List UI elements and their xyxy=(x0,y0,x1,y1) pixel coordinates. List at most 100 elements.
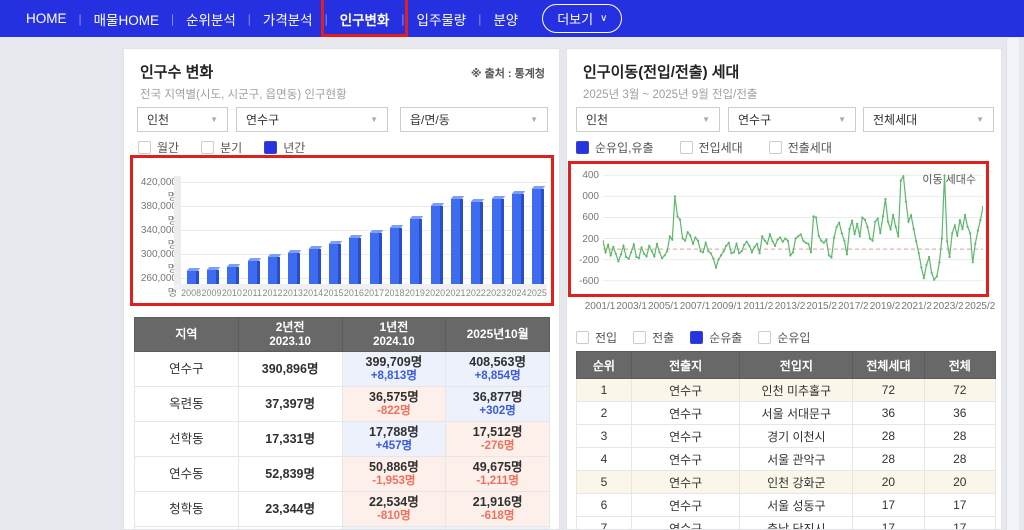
nav-item-가격분석[interactable]: 가격분석 xyxy=(262,12,313,28)
data-point-marker xyxy=(894,225,897,228)
gridline xyxy=(181,182,547,183)
data-point-marker xyxy=(661,257,664,260)
x-tick-label: 2013/2 xyxy=(774,301,806,312)
households-cell: 28 xyxy=(852,424,925,448)
data-point-marker xyxy=(866,225,869,228)
x-tick-label: 2020 xyxy=(425,288,446,298)
region-cell: 옥련동 xyxy=(134,386,239,422)
left-dong-select[interactable]: 읍/면/동 ▼ xyxy=(400,107,548,132)
households-cell: 17 xyxy=(852,516,925,529)
data-point-marker xyxy=(943,174,946,177)
data-point-marker xyxy=(848,228,851,231)
data-point-marker xyxy=(691,242,694,245)
two-years-ago-cell: 17,331명 xyxy=(237,421,343,457)
column-header: 전체세대 xyxy=(852,351,925,379)
data-point-marker xyxy=(933,278,936,281)
gridline xyxy=(181,230,547,231)
period-checkbox-년간[interactable]: 년간 xyxy=(264,139,305,156)
scrollbar[interactable] xyxy=(1006,38,1019,530)
left-sido-select[interactable]: 인천 ▼ xyxy=(137,107,228,132)
nav-item-매물HOME[interactable]: 매물HOME xyxy=(93,12,159,28)
total-cell: 36 xyxy=(923,401,997,425)
data-point-marker xyxy=(702,251,705,254)
value: 37,397명 xyxy=(265,396,315,411)
period-checkbox-월간[interactable]: 월간 xyxy=(138,139,179,156)
flow-checkbox-순유입[interactable]: 순유입 xyxy=(758,329,810,346)
x-tick-label: 2024 xyxy=(506,288,527,298)
period-checkbox-분기[interactable]: 분기 xyxy=(201,139,242,156)
flow-checkbox-순유출[interactable]: 순유출 xyxy=(690,329,742,346)
data-point-marker xyxy=(663,254,666,257)
destination-cell: 서울 관악구 xyxy=(739,447,854,471)
table-row: 3 연수구 경기 이천시 28 28 xyxy=(576,424,997,448)
data-point-marker xyxy=(781,240,784,243)
origin-cell: 연수구 xyxy=(630,378,741,402)
more-button[interactable]: 더보기 ∨ xyxy=(542,4,623,33)
column-header: 전입지 xyxy=(739,351,854,379)
nav-item-HOME[interactable]: HOME xyxy=(26,11,67,26)
nav-item-순위분석[interactable]: 순위분석 xyxy=(186,12,236,28)
series-checkbox-순유입,유출[interactable]: 순유입,유출 xyxy=(576,139,654,156)
data-point-marker xyxy=(889,228,892,231)
nav-item-분양[interactable]: 분양 xyxy=(493,12,519,28)
data-point-marker xyxy=(743,243,746,246)
flow-checkbox-전출[interactable]: 전출 xyxy=(633,329,674,346)
data-point-marker xyxy=(922,277,925,280)
data-point-marker xyxy=(632,243,635,246)
right-sido-select[interactable]: 인천 ▼ xyxy=(576,107,720,132)
annotation-box xyxy=(320,0,409,37)
current-month-cell: 36,877명 +302명 xyxy=(445,386,550,422)
checkbox-label: 년간 xyxy=(283,141,306,155)
delta: +8,813명 xyxy=(370,369,417,382)
checkbox-label: 전입세대 xyxy=(698,141,743,155)
data-point-marker xyxy=(766,242,769,245)
data-point-marker xyxy=(845,253,848,256)
left-sigungu-select[interactable]: 연수구 ▼ xyxy=(236,107,388,132)
column-header: 순위 xyxy=(576,351,632,379)
data-point-marker xyxy=(935,275,938,278)
y-tick-label: 420,000명 xyxy=(140,177,177,203)
data-point-marker xyxy=(645,255,648,258)
data-point-marker xyxy=(804,241,807,244)
data-point-marker xyxy=(678,218,682,221)
data-point-marker xyxy=(668,235,671,238)
nav-item-입주물량[interactable]: 입주물량 xyxy=(416,12,467,28)
data-point-marker xyxy=(876,217,879,220)
data-point-marker xyxy=(622,244,625,247)
x-tick-label: 2019/2 xyxy=(869,301,901,312)
nav-separator: | xyxy=(78,11,82,26)
x-tick-label: 2001/1 xyxy=(584,301,616,312)
data-point-marker xyxy=(892,213,895,216)
region-cell: 선학동 xyxy=(134,421,239,457)
origin-cell: 연수구 xyxy=(630,447,741,471)
x-tick-label: 2019 xyxy=(404,288,425,298)
data-point-marker xyxy=(953,224,956,227)
y-tick-label: 600 xyxy=(582,212,599,224)
nav-separator: | xyxy=(478,11,482,26)
data-point-marker xyxy=(797,235,800,238)
data-point-marker xyxy=(603,240,605,243)
region-cell: 연수동 xyxy=(134,456,239,492)
nav-menu: HOME | 매물HOME | 순위분석 | 가격분석 | 인구변화 | 입주물량 | 분양 xyxy=(14,0,530,37)
data-point-marker xyxy=(686,231,689,234)
right-sigungu-select[interactable]: 연수구 ▼ xyxy=(728,107,856,132)
data-point-marker xyxy=(884,197,887,201)
household-type-select[interactable]: 전체세대 ▼ xyxy=(863,107,994,132)
total-cell: 28 xyxy=(923,447,997,471)
series-checkbox-전입세대[interactable]: 전입세대 xyxy=(679,139,743,156)
y-tick-label: 340,000명 xyxy=(140,225,177,251)
right-sido-select-value: 인천 xyxy=(586,113,609,127)
series-checkbox-전출세대[interactable]: 전출세대 xyxy=(768,139,832,156)
current-month-cell: 21,916명 -618명 xyxy=(445,491,550,527)
y-tick-label: 400 xyxy=(582,170,599,182)
top-navigation: HOME | 매물HOME | 순위분석 | 가격분석 | 인구변화 | 입주물량 | 분양 더보기 ∨ xyxy=(0,0,1024,37)
data-point-marker xyxy=(820,239,823,242)
data-point-marker xyxy=(637,257,640,260)
flow-checkbox-전입[interactable]: 전입 xyxy=(576,329,617,346)
right-sigungu-select-value: 연수구 xyxy=(738,113,772,127)
data-point-marker xyxy=(712,257,715,260)
data-point-marker xyxy=(961,228,964,231)
nav-item-인구변화[interactable]: 인구변화 xyxy=(320,0,409,37)
one-year-ago-cell: 22,534명 -810명 xyxy=(341,491,447,527)
data-point-marker xyxy=(779,236,782,239)
